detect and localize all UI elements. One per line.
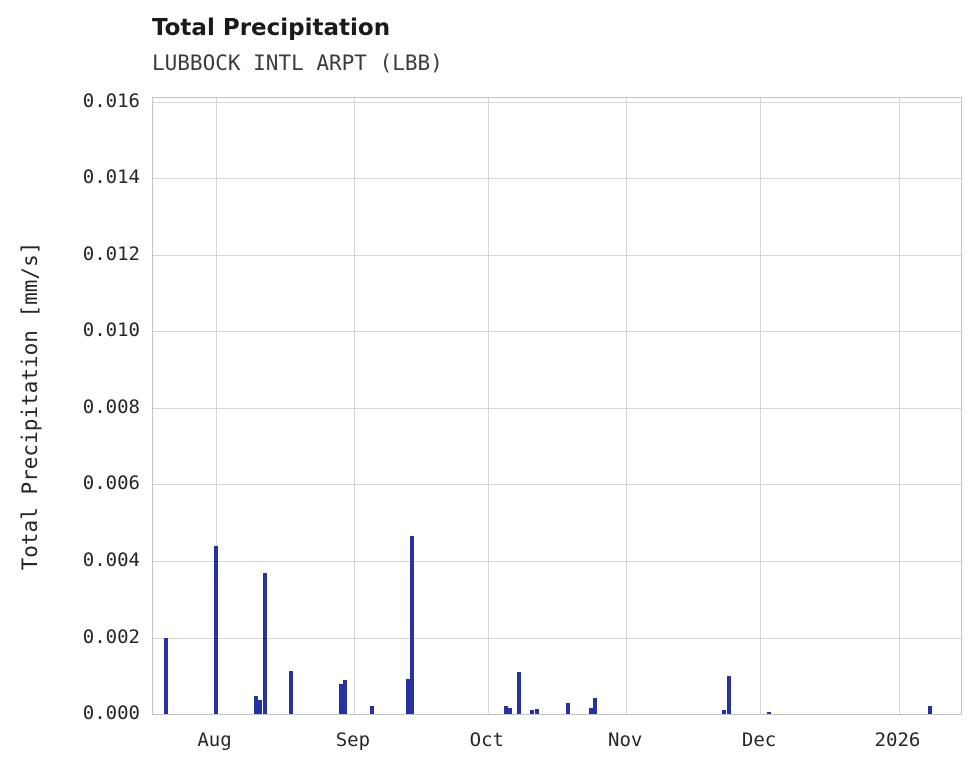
bar (409, 535, 414, 714)
bar (343, 680, 347, 714)
bar (927, 705, 932, 714)
gridline-horizontal (153, 407, 961, 409)
x-tick-label: Oct (469, 729, 504, 751)
bar (369, 705, 374, 714)
bar (534, 708, 539, 714)
bar (262, 573, 267, 714)
x-tick-label: Dec (741, 729, 777, 751)
chart-subtitle: LUBBOCK INTL ARPT (LBB) (152, 51, 443, 75)
bar (566, 703, 571, 714)
gridline-horizontal (153, 484, 961, 486)
bar (767, 711, 771, 714)
y-tick-label: 0.016 (82, 89, 140, 112)
bar (253, 696, 258, 714)
y-tick-label: 0.008 (82, 395, 140, 418)
y-tick-label: 0.006 (82, 472, 140, 495)
bar (405, 678, 410, 714)
y-tick-label: 0.014 (82, 166, 140, 189)
gridline-horizontal (153, 331, 961, 333)
gridline-vertical (353, 98, 355, 714)
bar (338, 684, 343, 714)
y-tick-label: 0.000 (82, 702, 140, 724)
bar (530, 710, 535, 714)
x-tick-label: Nov (608, 729, 643, 751)
gridline-vertical (760, 98, 762, 714)
gridline-horizontal (153, 101, 961, 103)
y-tick-label: 0.010 (82, 319, 140, 342)
y-tick-label: 0.012 (82, 242, 140, 265)
bar (289, 671, 294, 714)
bar (592, 697, 597, 714)
bar (722, 710, 727, 714)
x-tick-label: Sep (335, 729, 371, 751)
gridline-vertical (626, 98, 628, 714)
x-tick-label: 2026 (874, 729, 921, 751)
y-tick-label: 0.004 (82, 549, 140, 571)
plot-area (152, 97, 962, 715)
gridline-vertical (898, 98, 900, 714)
y-tick-label: 0.002 (82, 625, 140, 648)
gridline-horizontal (153, 178, 961, 180)
bar (588, 707, 593, 714)
gridline-horizontal (153, 637, 961, 639)
bar (258, 699, 263, 714)
gridline-vertical (215, 98, 217, 714)
bar (213, 545, 218, 714)
bar (508, 707, 513, 714)
bar (164, 637, 169, 714)
gridline-vertical (487, 98, 489, 714)
bar (503, 705, 508, 714)
bar (726, 675, 731, 714)
x-tick-label: Aug (197, 729, 232, 751)
bar (517, 671, 522, 714)
gridline-horizontal (153, 561, 961, 562)
gridline-horizontal (153, 254, 961, 256)
chart-title: Total Precipitation (152, 15, 391, 41)
